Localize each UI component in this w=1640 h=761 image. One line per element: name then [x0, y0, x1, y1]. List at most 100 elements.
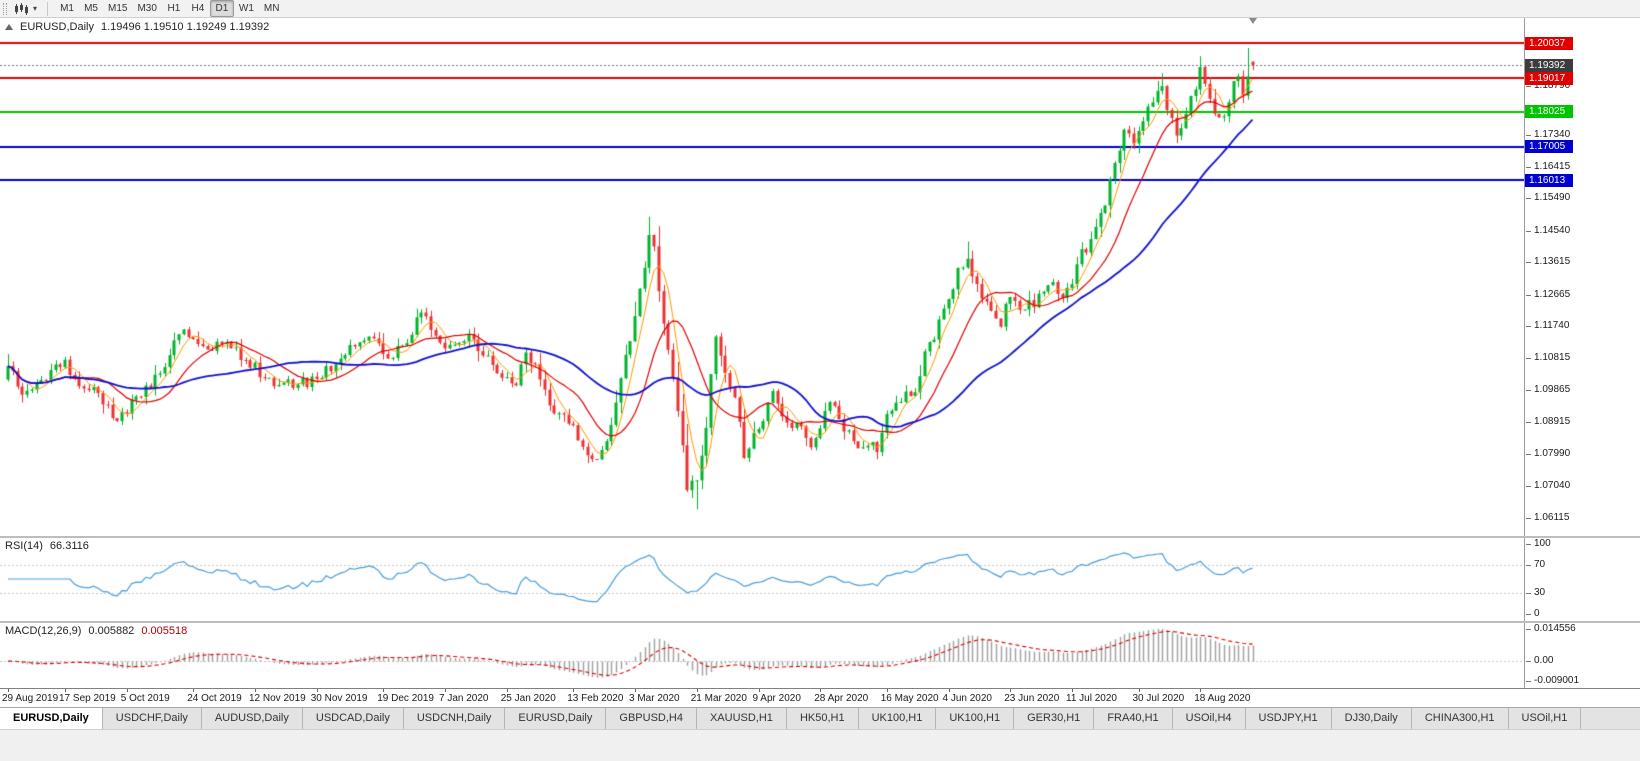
price-line-badge: 1.20037: [1525, 36, 1573, 50]
price-line-badge: 1.17005: [1525, 140, 1573, 154]
timeframe-button-m30[interactable]: M30: [137, 3, 157, 14]
time-tick: [820, 689, 821, 692]
price-tick-label: 1.15490: [1525, 192, 1571, 204]
macd-level-label: -0.009001: [1525, 675, 1580, 686]
chart-tab-usdjpy-h1[interactable]: USDJPY,H1: [1245, 708, 1332, 729]
chart-tab-usdcnh-daily[interactable]: USDCNH,Daily: [403, 708, 506, 729]
status-bar: [0, 729, 1640, 761]
chart-ohlc-values: 1.19496 1.19510 1.19249 1.19392: [100, 21, 270, 33]
time-tick: [507, 689, 508, 692]
price-tick-label: 1.06115: [1525, 511, 1570, 523]
price-tick-label: 1.18790: [1525, 79, 1571, 91]
rsi-value: 66.3116: [49, 540, 89, 552]
timeframe-buttons-group: M1 M5 M15 M30 H1 H4 D1 W1 MN: [55, 0, 284, 17]
date-label: 18 Aug 2020: [1194, 693, 1251, 704]
chevron-down-icon[interactable]: ▾: [33, 4, 38, 13]
macd-name: MACD(12,26,9): [5, 625, 82, 637]
time-tick: [445, 689, 446, 692]
chart-tab-dj30-daily[interactable]: DJ30,Daily: [1331, 708, 1412, 729]
macd-level-label: 0.00: [1525, 655, 1554, 667]
main-chart-window: 1.18790 1.17340 1.16415 1.15490 1.14540 1.136…: [0, 18, 1640, 536]
chart-tab-uk100-h1[interactable]: UK100,H1: [858, 708, 937, 729]
candlestick-chart-icon[interactable]: [14, 2, 28, 15]
chart-tab-ger30-h1[interactable]: GER30,H1: [1014, 708, 1095, 729]
date-label: 16 May 2020: [880, 693, 939, 704]
time-tick: [65, 689, 66, 692]
rsi-indicator-canvas[interactable]: [0, 538, 1524, 621]
timeframe-button-m5[interactable]: M5: [84, 3, 98, 14]
time-tick: [1139, 689, 1140, 692]
date-label: 7 Jan 2020: [439, 693, 489, 704]
macd-indicator-canvas[interactable]: [0, 623, 1524, 688]
chart-tab-uk100-h1[interactable]: UK100,H1: [936, 708, 1015, 729]
macd-indicator-label: MACD(12,26,9) 0.005882 0.005518: [5, 625, 187, 637]
price-tick-label: 1.12665: [1525, 288, 1571, 300]
chart-tab-audusd-daily[interactable]: AUDUSD,Daily: [201, 708, 303, 729]
timeframe-button-mn[interactable]: MN: [263, 3, 280, 14]
timeframe-button-d1[interactable]: D1: [209, 0, 234, 17]
chart-tab-usoil-h1[interactable]: USOil,H1: [1508, 708, 1582, 729]
time-tick: [573, 689, 574, 692]
chart-shift-marker[interactable]: [1248, 18, 1257, 24]
chart-tab-xauusd-h1[interactable]: XAUUSD,H1: [696, 708, 787, 729]
main-chart-canvas[interactable]: [0, 18, 1524, 536]
chart-tab-hk50-h1[interactable]: HK50,H1: [786, 708, 859, 729]
price-axis[interactable]: 1.18790 1.17340 1.16415 1.15490 1.14540 1.136…: [1524, 18, 1640, 536]
date-label: 4 Jun 2020: [942, 693, 993, 704]
price-line-badge: 1.16013: [1525, 173, 1573, 187]
macd-level-label: 0.014556: [1526, 623, 1576, 634]
time-axis[interactable]: 29 Aug 2019 17 Sep 2019 5 Oct 2019 24 Oct 2…: [0, 688, 1640, 707]
rsi-indicator-label: RSI(14) 66.3116: [5, 540, 89, 552]
chart-tab-china300-h1[interactable]: CHINA300,H1: [1411, 708, 1509, 729]
chart-title: EURUSD,Daily 1.19496 1.19510 1.19249 1.1…: [5, 21, 269, 33]
current-price-badge: 1.19392: [1525, 58, 1573, 72]
time-tick: [383, 689, 384, 692]
rsi-level-label: 100: [1526, 538, 1551, 549]
time-tick: [1010, 689, 1011, 692]
time-tick: [949, 689, 950, 692]
chart-tab-fra40-h1[interactable]: FRA40,H1: [1094, 708, 1173, 729]
date-label: 9 Apr 2020: [752, 693, 801, 704]
rsi-level-label: 30: [1525, 587, 1546, 598]
date-label: 11 Jul 2020: [1066, 693, 1117, 704]
time-tick: [635, 689, 636, 692]
time-tick: [759, 689, 760, 692]
macd-signal-value: 0.005518: [141, 625, 188, 637]
chart-tab-usdcad-daily[interactable]: USDCAD,Daily: [302, 708, 404, 729]
chart-tab-gbpusd-h4[interactable]: GBPUSD,H4: [606, 708, 697, 729]
chart-tab-usdchf-daily[interactable]: USDCHF,Daily: [102, 708, 202, 729]
chart-tab-eurusd-daily[interactable]: EURUSD,Daily: [505, 708, 607, 729]
timeframe-toolbar: ▾ M1 M5 M15 M30 H1 H4 D1 W1 MN: [0, 0, 1640, 18]
date-label: 30 Jul 2020: [1132, 693, 1185, 704]
price-tick-label: 1.11740: [1525, 320, 1570, 332]
time-tick: [255, 689, 256, 692]
timeframe-button-h1[interactable]: H1: [167, 3, 181, 14]
collapse-window-icon[interactable]: [5, 24, 13, 30]
toolbar-grip[interactable]: [3, 2, 7, 15]
price-tick-label: 1.09865: [1525, 383, 1571, 395]
rsi-axis[interactable]: 100 70 30 0: [1524, 538, 1640, 621]
timeframe-button-w1[interactable]: W1: [238, 3, 254, 14]
date-label: 24 Oct 2019: [187, 693, 242, 704]
chart-tab-eurusd-daily[interactable]: EURUSD,Daily: [0, 708, 103, 729]
date-label: 28 Apr 2020: [814, 693, 869, 704]
date-label: 5 Oct 2019: [120, 693, 170, 704]
rsi-indicator-window: 100 70 30 0 RSI(14) 66.3116: [0, 538, 1640, 621]
chart-tab-usoil-h4[interactable]: USOil,H4: [1172, 708, 1246, 729]
chart-tabs-bar: EURUSD,Daily USDCHF,Daily AUDUSD,Daily USDC…: [0, 707, 1640, 729]
window-separator[interactable]: [0, 536, 1640, 538]
timeframe-button-m15[interactable]: M15: [108, 3, 128, 14]
price-tick-label: 1.08915: [1525, 416, 1571, 428]
timeframe-button-h4[interactable]: H4: [191, 3, 205, 14]
window-separator[interactable]: [0, 621, 1640, 623]
time-tick: [193, 689, 194, 692]
macd-axis[interactable]: 0.014556 0.00 -0.009001: [1524, 623, 1640, 688]
macd-indicator-window: 0.014556 0.00 -0.009001 MACD(12,26,9) 0.005…: [0, 623, 1640, 688]
date-label: 13 Feb 2020: [567, 693, 624, 704]
time-tick: [1072, 689, 1073, 692]
price-tick-label: 1.14540: [1525, 224, 1571, 236]
date-label: 12 Nov 2019: [249, 693, 306, 704]
macd-main-value: 0.005882: [88, 625, 135, 637]
timeframe-button-m1[interactable]: M1: [60, 3, 74, 14]
